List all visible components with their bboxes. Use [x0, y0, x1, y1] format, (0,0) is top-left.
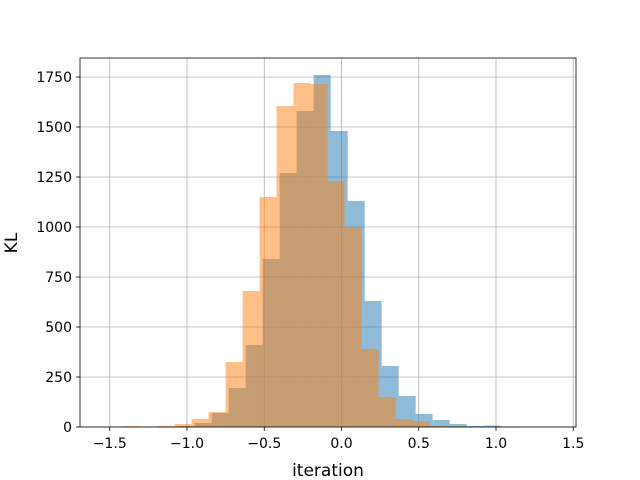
x-axis-label: iteration [292, 461, 364, 480]
histogram-bar-series-2 [310, 84, 328, 427]
histogram-bars [123, 75, 518, 427]
x-tick-label: 1.0 [485, 436, 507, 452]
histogram-bar-series-2 [361, 349, 379, 427]
x-tick-label: −1.0 [170, 436, 204, 452]
histogram-bar-series-2 [225, 362, 243, 427]
plot-frame [79, 57, 577, 428]
histogram-bar-series-2 [157, 426, 175, 427]
y-tick-label: 1000 [36, 220, 72, 236]
y-axis-label: KL [2, 232, 22, 253]
histogram-bar-series-2 [242, 291, 260, 427]
y-tick-label: 500 [45, 320, 72, 336]
histogram-bar-series-2 [344, 227, 362, 427]
y-tick-label: 1250 [36, 170, 72, 186]
histogram-bar-series-2 [293, 83, 311, 427]
x-tick-label: 1.5 [562, 436, 584, 452]
x-tick-label: 0.0 [330, 436, 352, 452]
histogram-bar-series-1 [483, 425, 501, 427]
histogram-bar-series-2 [429, 426, 447, 427]
x-tick-label: 0.5 [408, 436, 430, 452]
histogram-bar-series-2 [191, 419, 209, 427]
histogram-bar-series-1 [449, 424, 467, 427]
histogram-bar-series-2 [208, 412, 226, 427]
x-tick-label: −1.5 [93, 436, 127, 452]
histogram-bar-series-2 [174, 424, 192, 427]
histogram-bar-series-2 [276, 106, 294, 427]
histogram-bar-series-2 [259, 197, 277, 427]
y-tick-label: 1750 [36, 70, 72, 86]
histogram-bar-series-1 [466, 426, 484, 427]
histogram-bar-series-1 [432, 420, 450, 427]
y-tick-label: 250 [45, 370, 72, 386]
histogram-bar-series-2 [327, 181, 345, 427]
y-tick-label: 1500 [36, 120, 72, 136]
histogram-bar-series-2 [412, 421, 430, 427]
x-tick-label: −0.5 [247, 436, 281, 452]
y-tick-label: 750 [45, 270, 72, 286]
histogram-bar-series-2 [378, 397, 396, 427]
axis-ticks: −1.5 −1.0 −0.5 0.0 0.5 1.0 1.5 0 250 500 750 1000 12… [36, 70, 584, 452]
histogram-bar-series-2 [395, 419, 413, 427]
y-tick-label: 0 [63, 420, 72, 436]
